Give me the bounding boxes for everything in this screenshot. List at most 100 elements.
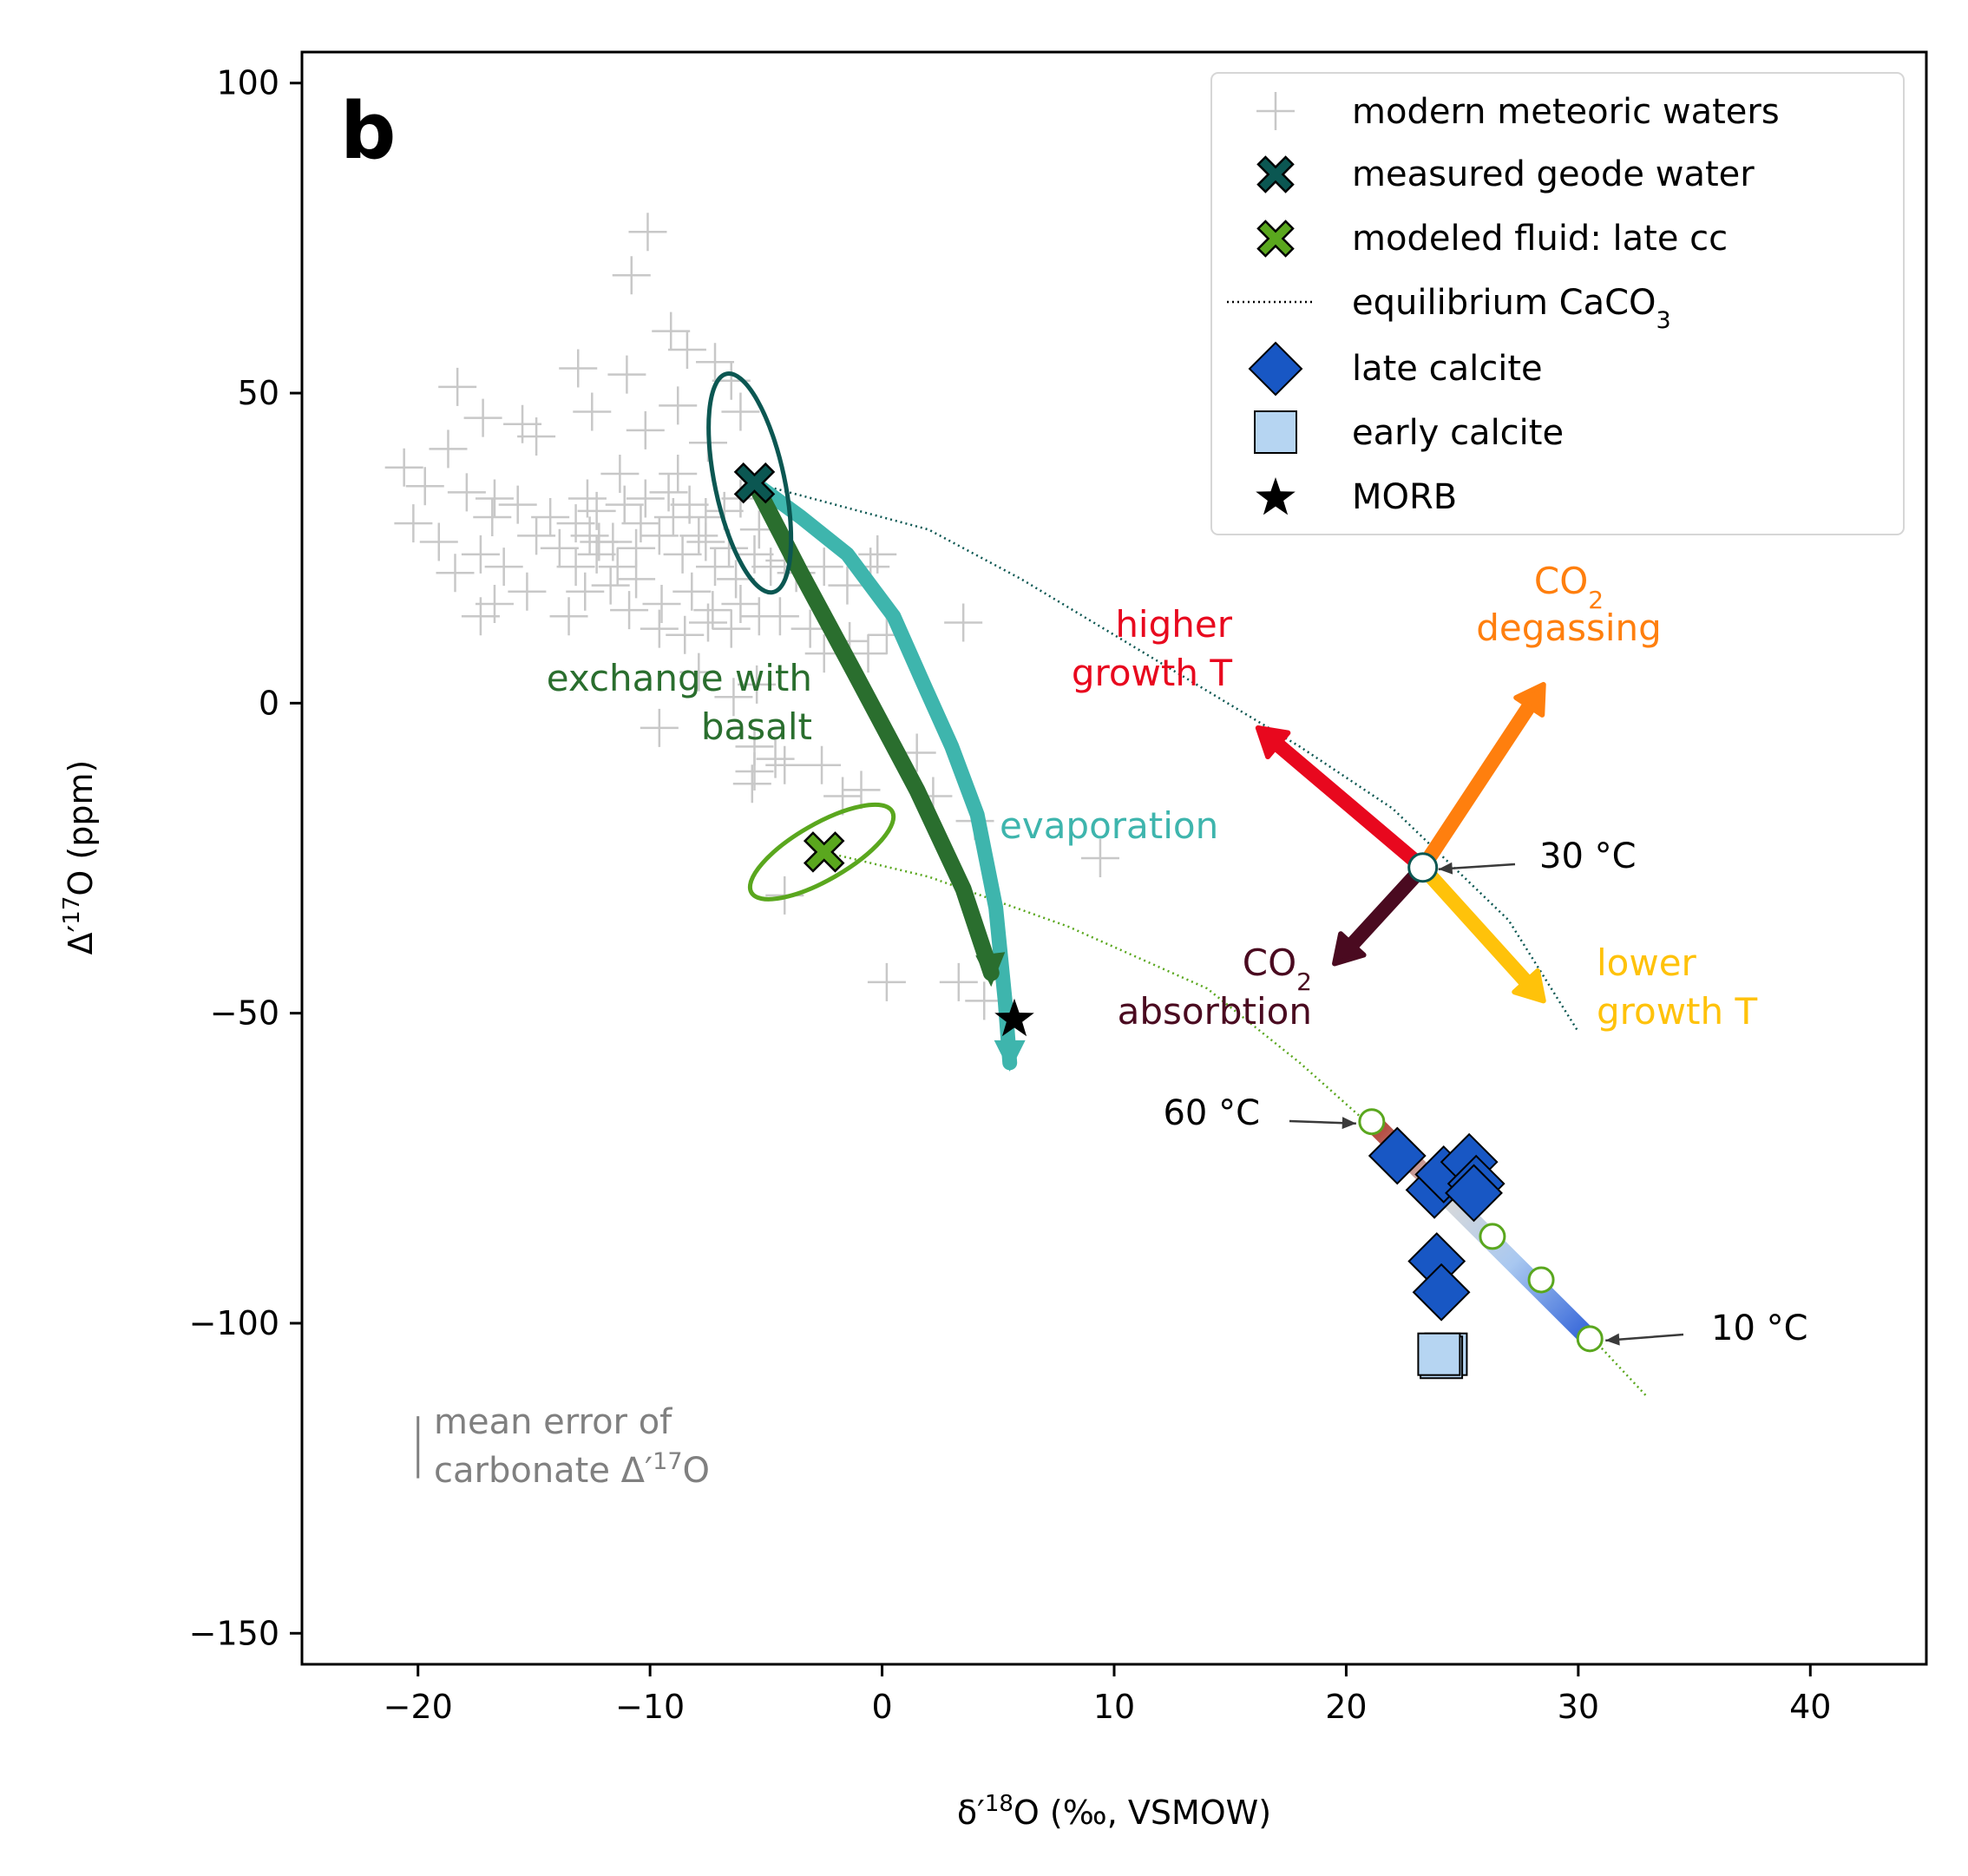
temperature-point [1358,1108,1386,1136]
meteoric-water-point [626,479,665,518]
meteoric-water-point [573,392,612,431]
meteoric-water-point [498,485,537,524]
meteoric-water-point [803,745,842,784]
arrow-label-co2-absorbtion: CO2 [1243,941,1312,996]
y-tick-label: 0 [259,684,279,722]
legend-marker-morb [1256,477,1296,515]
meteoric-water-point [475,479,514,518]
meteoric-water-point [751,548,790,587]
legend-label-meteoric: modern meteoric waters [1352,92,1780,132]
meteoric-water-point [405,467,444,506]
meteoric-water-point [419,522,458,561]
meteoric-water-point [640,708,679,747]
meteoric-water-point [659,454,698,493]
pointer-30c-head [1438,862,1453,875]
higher-growth-t-arrow-head [1255,725,1291,760]
co2-degassing-arrow-head [1513,681,1546,718]
measured-geode-water-marker [733,462,776,504]
y-tick-label: 100 [216,64,279,102]
y-tick-label: −100 [189,1304,279,1342]
meteoric-water-point [686,522,725,561]
error-label-line1: mean error of [434,1402,672,1442]
meteoric-water-point [667,331,706,370]
meteoric-water-point [756,739,795,778]
legend-marker-meteoric [1256,92,1295,130]
meteoric-water-point [621,504,660,543]
meteoric-water-point [447,473,486,512]
temperature-point [1576,1325,1604,1353]
annotation-basalt: basalt [701,705,812,748]
x-tick-label: −20 [384,1688,453,1726]
meteoric-water-point [577,535,616,574]
meteoric-water-point [642,585,681,624]
y-tick-label: 50 [238,374,279,412]
meteoric-water-point [649,473,688,512]
meteoric-water-point [738,665,777,704]
legend-marker-late-calcite [1248,341,1303,397]
meteoric-water-point [765,745,804,784]
meteoric-water-point [652,312,691,351]
x-tick-label: 20 [1325,1688,1367,1726]
x-axis-label: δ′18O (‰, VSMOW) [957,1791,1271,1832]
meteoric-water-point [610,591,649,630]
legend-marker-modeled [1256,220,1295,258]
temp-label-30c: 30 °C [1539,836,1637,876]
legend-label-early-calcite: early calcite [1352,413,1564,453]
meteoric-water-point [823,777,863,816]
meteoric-water-point [858,535,897,574]
meteoric-water-point [653,497,692,536]
arrow-label-co2-degassing: CO2 [1534,560,1604,614]
basalt-arrowhead [975,952,1006,987]
late-calcite-point [1412,1263,1471,1322]
meteoric-water-point [461,535,500,574]
early-calcite-point [1417,1332,1461,1376]
legend-label-modeled: modeled fluid: late cc [1352,219,1728,259]
co2-degassing-arrow-shaft [1415,699,1537,876]
modeled-fluid-error-ellipse [747,802,896,902]
legend: modern meteoric waters measured geode wa… [1210,72,1905,535]
meteoric-water-point [436,554,475,593]
meteoric-water-point [605,485,644,524]
meteoric-water-point [640,609,679,648]
basalt-exchange-path [746,475,1000,981]
meteoric-water-point [517,516,556,555]
meteoric-water-point [438,367,477,406]
arrow-label-degassing: degassing [1476,607,1662,649]
co2-absorbtion-arrow-head [1332,931,1367,967]
center-temp-point-30c [1407,852,1439,883]
meteoric-water-point [842,771,881,810]
meteoric-water-point [721,392,760,431]
annotation-evaporation: evaporation [1000,804,1218,847]
evaporation-arrowhead [994,1040,1026,1072]
meteoric-water-point [531,497,570,536]
x-tick-label: 30 [1558,1688,1599,1726]
arrow-label-lower: lower [1597,941,1697,984]
late-calcite-point [1368,1126,1427,1185]
meteoric-water-point [600,454,640,493]
meteoric-water-point [679,653,718,692]
meteoric-water-point [628,213,667,252]
temp-label-10c: 10 °C [1711,1309,1808,1348]
modeled-fluid-marker [803,831,845,873]
meteoric-water-point [517,417,556,456]
meteoric-water-point [607,355,646,394]
temp-label-60c: 60 °C [1163,1093,1260,1133]
arrow-label-growth-t-low: growth T [1597,990,1757,1033]
meteoric-water-point [598,548,637,587]
lower-growth-t-arrow-shaft [1415,860,1534,989]
legend-marker-geode [1256,155,1295,194]
legend-label-morb: MORB [1352,477,1457,517]
meteoric-water-point [559,349,598,388]
meteoric-water-point [672,572,712,611]
meteoric-water-point [696,343,735,382]
pointer-60c-head [1342,1117,1356,1130]
meteoric-water-point [570,516,609,555]
meteoric-water-point [944,603,983,642]
meteoric-water-point [612,256,651,295]
meteoric-water-point [473,497,512,536]
meteoric-water-point [540,528,579,567]
meteoric-water-point [760,597,799,636]
x-tick-label: 10 [1093,1688,1135,1726]
pointer-10c-head [1605,1333,1620,1346]
